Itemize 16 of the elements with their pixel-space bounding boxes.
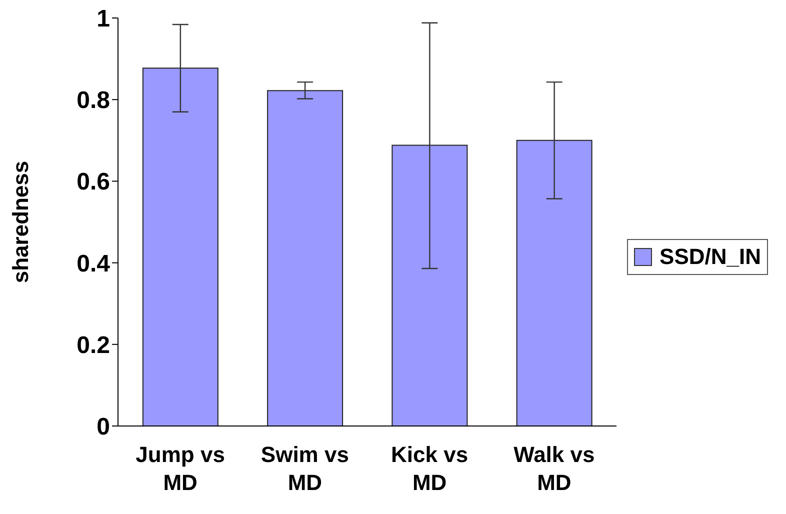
y-tick-label: 0.4 xyxy=(76,250,111,278)
x-tick-label: Kick vs MD xyxy=(391,442,468,495)
bar xyxy=(516,140,592,426)
y-tick-label: 0 xyxy=(96,414,110,441)
y-tick-label: 0.6 xyxy=(76,168,110,196)
y-axis-title: sharedness xyxy=(8,160,33,284)
y-tick-label: 0.8 xyxy=(76,87,110,114)
bar xyxy=(142,68,218,426)
x-tick-label: Swim vs MD xyxy=(260,442,349,495)
y-tick-label: 0.2 xyxy=(76,332,110,359)
x-tick-label: Walk vs MD xyxy=(514,442,595,495)
legend-label: SSD/N_IN xyxy=(660,244,761,270)
bar xyxy=(267,90,344,426)
y-tick-label: 1 xyxy=(96,6,110,33)
x-tick-label: Jump vs MD xyxy=(136,442,225,495)
bar xyxy=(392,144,468,426)
